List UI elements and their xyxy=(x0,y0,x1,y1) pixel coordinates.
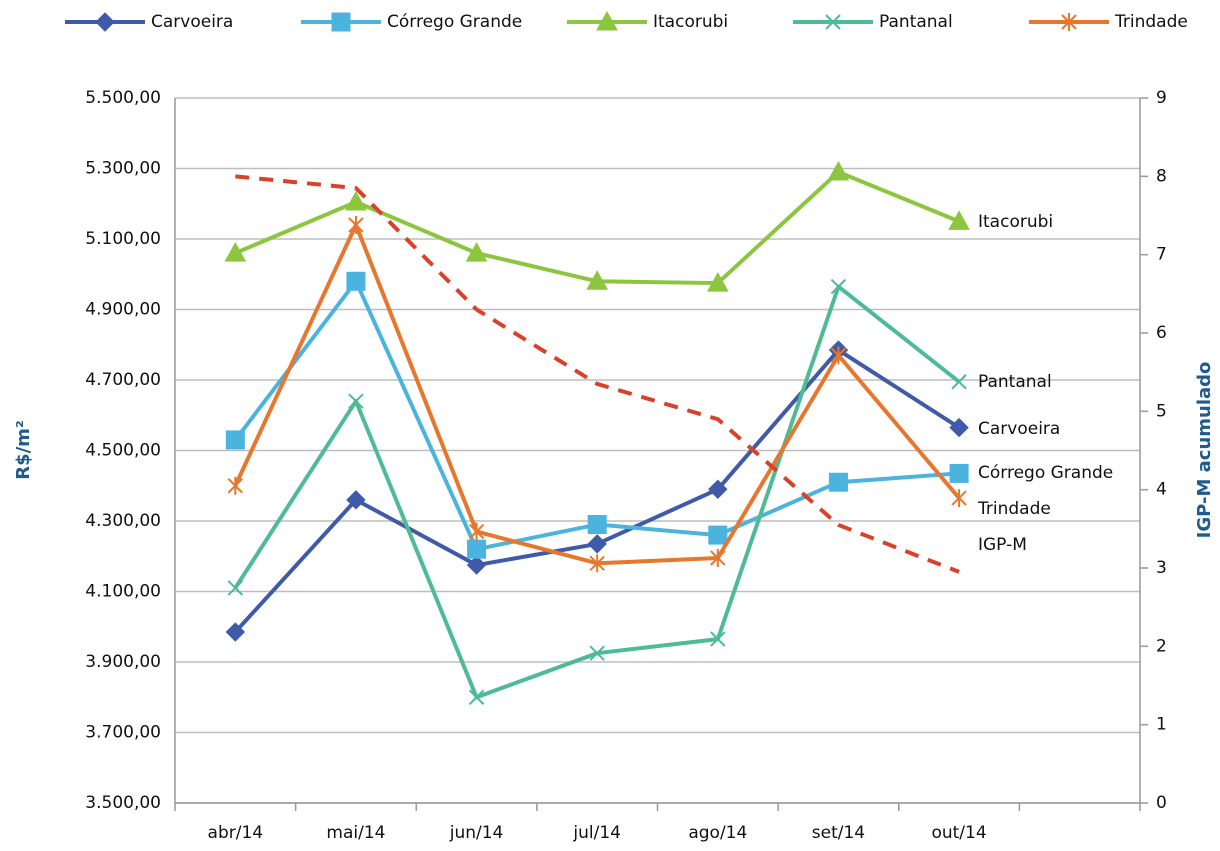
x-tick-label: set/14 xyxy=(812,823,865,843)
series-line xyxy=(233,279,960,552)
point xyxy=(828,472,848,492)
point xyxy=(225,430,245,450)
point xyxy=(589,554,605,573)
y-tick-label: 3.700,00 xyxy=(85,723,161,743)
point xyxy=(346,490,366,510)
y2-tick-label: 5 xyxy=(1156,401,1167,421)
point xyxy=(465,242,488,262)
legend-marker xyxy=(596,10,618,31)
point xyxy=(951,489,967,508)
y-tick-label: 5.300,00 xyxy=(85,159,161,179)
point xyxy=(587,515,607,535)
point xyxy=(468,689,485,705)
x-tick-label: ago/14 xyxy=(688,823,747,843)
point xyxy=(951,374,967,390)
series-end-label: Pantanal xyxy=(978,372,1052,392)
y2-tick-label: 1 xyxy=(1156,715,1167,735)
y-tick-label: 3.900,00 xyxy=(85,652,161,672)
legend-marker xyxy=(331,12,351,32)
y2-tick-label: 9 xyxy=(1156,88,1167,108)
y2-tick-label: 4 xyxy=(1156,480,1167,500)
y2-axis-title: IGP-M acumulado xyxy=(1194,362,1215,539)
legend-marker xyxy=(1061,13,1077,31)
point xyxy=(710,549,726,568)
y2-tick-label: 3 xyxy=(1156,558,1167,578)
y-tick-label: 4.700,00 xyxy=(85,370,161,390)
point xyxy=(348,215,364,234)
point xyxy=(708,479,728,499)
series-end-label: Córrego Grande xyxy=(978,463,1113,483)
y2-tick-label: 6 xyxy=(1156,323,1167,343)
point xyxy=(949,463,969,483)
point xyxy=(589,645,605,661)
legend-label: Trindade xyxy=(1114,12,1188,32)
point xyxy=(346,271,366,291)
legend-marker xyxy=(95,12,115,32)
point xyxy=(706,272,729,292)
y2-tick-label: 0 xyxy=(1156,793,1167,813)
point xyxy=(586,270,609,290)
x-tick-label: jun/14 xyxy=(449,823,504,843)
series-line xyxy=(235,174,960,574)
y-tick-label: 4.300,00 xyxy=(85,511,161,531)
point xyxy=(587,534,607,554)
point xyxy=(227,580,244,596)
legend-label: Córrego Grande xyxy=(387,12,522,32)
point xyxy=(830,346,847,365)
point xyxy=(345,190,367,211)
point xyxy=(227,476,244,495)
point xyxy=(948,210,970,230)
series-end-label: Trindade xyxy=(977,499,1051,519)
series-end-label: Carvoeira xyxy=(978,419,1060,439)
point xyxy=(224,242,247,262)
y2-tick-label: 8 xyxy=(1156,166,1167,186)
x-tick-label: jul/14 xyxy=(572,823,621,843)
series-line xyxy=(233,348,961,634)
y-tick-label: 3.500,00 xyxy=(85,793,161,813)
legend-label: Carvoeira xyxy=(151,12,233,32)
point xyxy=(348,393,364,409)
y2-tick-label: 2 xyxy=(1156,636,1167,656)
point xyxy=(827,160,850,181)
y-tick-label: 4.900,00 xyxy=(85,300,161,320)
y-tick-label: 4.500,00 xyxy=(85,441,161,461)
point xyxy=(710,631,726,647)
point xyxy=(467,539,487,559)
point xyxy=(949,417,969,438)
series-end-label: IGP-M xyxy=(978,535,1027,555)
legend-label: Itacorubi xyxy=(653,12,728,32)
y-tick-label: 5.100,00 xyxy=(85,229,161,249)
y-tick-label: 4.100,00 xyxy=(85,582,161,602)
point xyxy=(225,622,246,642)
series-line xyxy=(233,284,961,700)
series-end-label: Itacorubi xyxy=(978,212,1053,232)
x-tick-label: mai/14 xyxy=(326,823,385,843)
point xyxy=(468,522,485,541)
point xyxy=(830,278,847,295)
y-tick-label: 5.500,00 xyxy=(85,88,161,108)
legend-marker xyxy=(825,14,841,30)
x-tick-label: abr/14 xyxy=(208,823,264,843)
legend-label: Pantanal xyxy=(879,12,953,32)
x-tick-label: out/14 xyxy=(931,823,986,843)
y-axis-title: R$/m² xyxy=(13,420,34,480)
point xyxy=(466,555,487,575)
y2-tick-label: 7 xyxy=(1156,245,1167,265)
point xyxy=(708,525,728,545)
